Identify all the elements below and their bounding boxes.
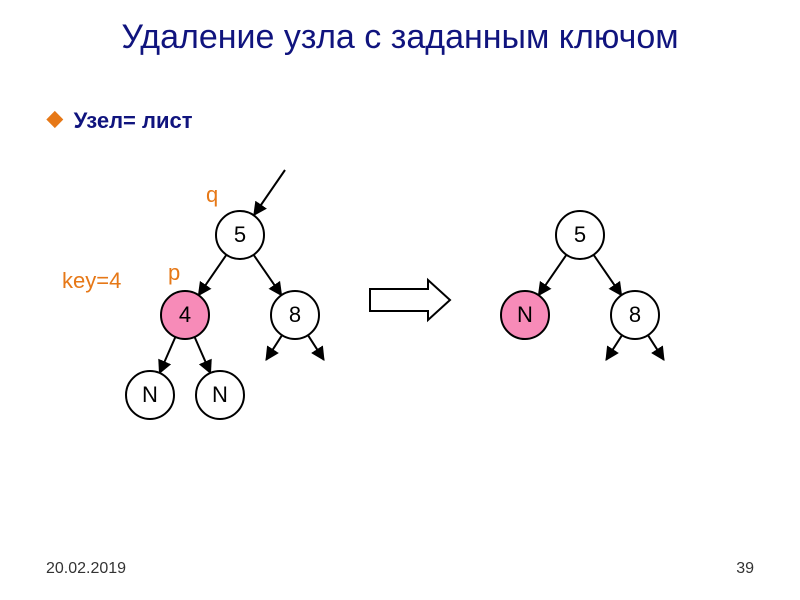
null-child-arrow bbox=[648, 335, 664, 360]
tree-node-label: 5 bbox=[574, 222, 586, 247]
tree-node-label: N bbox=[517, 302, 533, 327]
null-child-arrow bbox=[606, 335, 622, 360]
tree-node-label: 5 bbox=[234, 222, 246, 247]
diagram-svg: 5 4 8 N N 5 N 8 bbox=[0, 0, 800, 600]
footer-page-number: 39 bbox=[736, 560, 754, 578]
q-pointer-arrow bbox=[254, 170, 285, 215]
slide: { "title": "Удаление узла с заданным клю… bbox=[0, 0, 800, 600]
tree-node-label: N bbox=[142, 382, 158, 407]
tree-node-label: 8 bbox=[629, 302, 641, 327]
tree-node-label: 4 bbox=[179, 302, 191, 327]
transition-arrow-icon bbox=[370, 280, 450, 320]
tree-edge bbox=[254, 255, 282, 295]
tree-edge bbox=[539, 255, 567, 295]
tree-node-label: 8 bbox=[289, 302, 301, 327]
tree-edge bbox=[160, 337, 176, 373]
null-child-arrow bbox=[308, 335, 324, 360]
null-child-arrow bbox=[266, 335, 282, 360]
footer-date: 20.02.2019 bbox=[46, 560, 126, 578]
tree-edge bbox=[199, 255, 227, 295]
tree-edge bbox=[195, 337, 211, 373]
tree-edge bbox=[594, 255, 622, 295]
tree-node-label: N bbox=[212, 382, 228, 407]
